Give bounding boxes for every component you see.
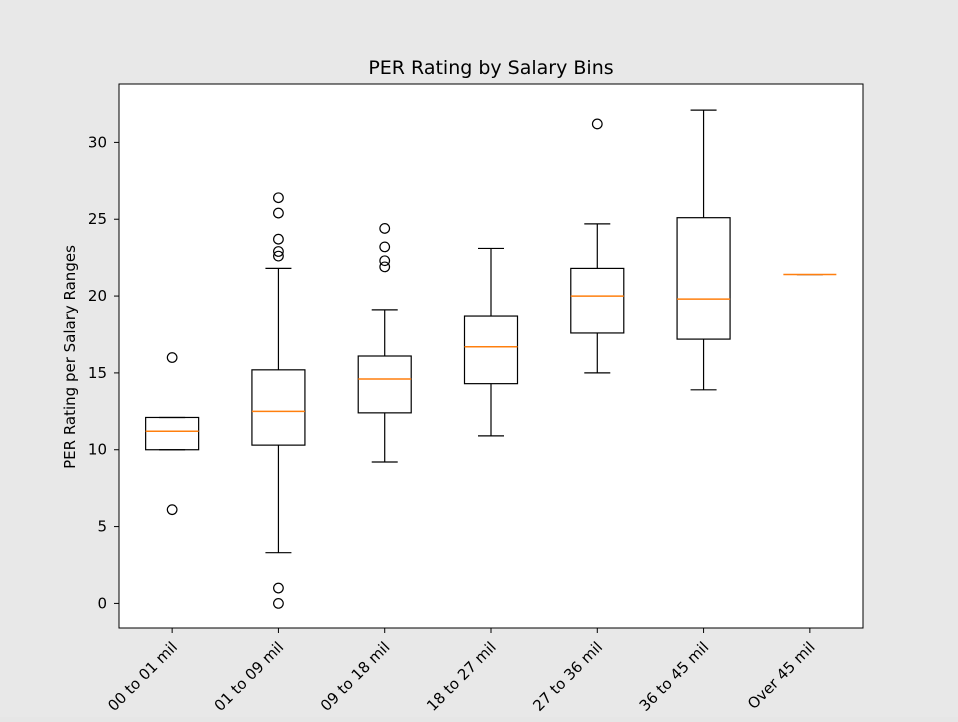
y-tick-label: 5	[97, 518, 107, 536]
x-tick-label: 18 to 27 mil	[423, 638, 500, 715]
x-axis: 00 to 01 mil 01 to 09 mil 09 to 18 mil 18 t…	[104, 628, 819, 715]
box-group	[357, 223, 412, 463]
outlier-point	[273, 598, 284, 609]
x-tick-label: 27 to 36 mil	[529, 638, 606, 715]
outlier-point	[273, 233, 284, 245]
outlier-point	[379, 241, 391, 253]
y-tick-label: 15	[88, 364, 107, 382]
outlier-point	[273, 246, 284, 257]
y-tick-label: 0	[97, 594, 107, 612]
box-iqr	[463, 315, 519, 385]
outlier-point	[166, 504, 178, 516]
box-iqr	[570, 267, 625, 334]
outlier-point	[591, 118, 603, 130]
box-group	[251, 192, 306, 609]
x-tick-label: 36 to 45 mil	[636, 638, 713, 715]
outlier-point	[379, 223, 391, 234]
box-iqr	[357, 355, 412, 414]
chart-title: PER Rating by Salary Bins	[368, 57, 613, 79]
x-tick-label: 09 to 18 mil	[317, 638, 394, 715]
y-axis: 0 5 10 15 20 25 30	[88, 133, 119, 612]
boxes-layer	[145, 109, 837, 609]
y-tick-label: 10	[88, 441, 107, 459]
y-tick-label: 25	[88, 210, 107, 228]
box-group	[676, 109, 731, 391]
box-group	[145, 352, 200, 516]
x-tick-label: 01 to 09 mil	[211, 638, 288, 715]
outlier-point	[273, 250, 284, 262]
box-group	[570, 118, 625, 374]
box-iqr	[676, 217, 731, 340]
plot-frame	[118, 83, 864, 629]
box-group	[463, 247, 519, 437]
outlier-point	[166, 352, 178, 363]
outlier-point	[379, 261, 391, 273]
y-tick-label: 30	[88, 133, 107, 151]
box-iqr	[145, 416, 200, 451]
outlier-point	[273, 207, 284, 219]
outlier-point	[273, 582, 284, 594]
y-tick-label: 20	[88, 287, 107, 305]
y-axis-label: PER Rating per Salary Ranges	[61, 245, 79, 469]
x-tick-label: Over 45 mil	[744, 638, 819, 713]
plot-area	[119, 84, 863, 628]
outlier-point	[379, 255, 391, 267]
box-iqr	[251, 369, 306, 446]
x-tick-label: 00 to 01 mil	[104, 638, 181, 715]
outlier-point	[273, 192, 284, 204]
